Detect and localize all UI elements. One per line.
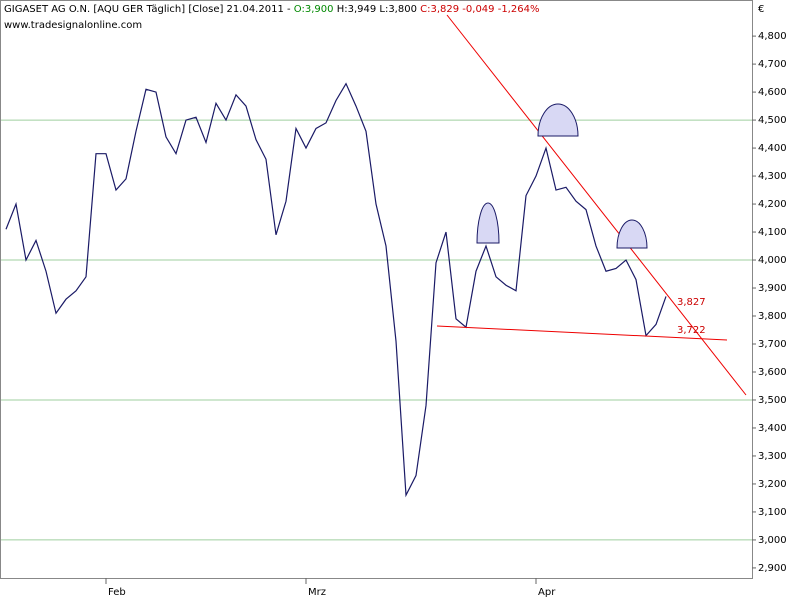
annotation-label: 3,827 <box>677 297 706 308</box>
y-tick-label: 4,600 <box>758 87 787 98</box>
plot-frame <box>0 0 753 579</box>
y-tick-label: 4,500 <box>758 115 787 126</box>
quote-close: C:3,829 -0,049 -1,264% <box>420 4 539 15</box>
y-tick-label: 3,200 <box>758 479 787 490</box>
annotation-label: 3,722 <box>677 325 706 336</box>
y-tick-label: 3,400 <box>758 423 787 434</box>
price-line <box>5 82 667 498</box>
y-tick-label: 4,800 <box>758 31 787 42</box>
y-tick-label: 3,700 <box>758 339 787 350</box>
head-shoulder-arc <box>537 103 579 137</box>
x-tick-label: Feb <box>108 587 126 598</box>
y-tick-label: 4,000 <box>758 255 787 266</box>
y-tick-label: 3,500 <box>758 395 787 406</box>
y-tick-label: 3,000 <box>758 535 787 546</box>
quote-high-low: H:3,949 L:3,800 <box>337 4 417 15</box>
y-tick-label: 4,400 <box>758 143 787 154</box>
head-shoulder-arc <box>616 219 648 249</box>
y-tick-label: 3,300 <box>758 451 787 462</box>
resistance-trendline <box>446 14 747 396</box>
y-tick-label: 3,900 <box>758 283 787 294</box>
title: GIGASET AG O.N. [AQU GER Täglich] [Close… <box>4 4 291 15</box>
watermark: www.tradesignalonline.com <box>4 20 142 31</box>
chart-title: GIGASET AG O.N. [AQU GER Täglich] [Close… <box>4 4 539 15</box>
y-tick-label: 3,800 <box>758 311 787 322</box>
x-tick-label: Mrz <box>308 587 326 598</box>
y-tick-label: 4,300 <box>758 171 787 182</box>
y-tick-label: 2,900 <box>758 563 787 574</box>
head-shoulder-arc <box>476 202 500 244</box>
y-tick-label: 4,100 <box>758 227 787 238</box>
y-tick-label: 3,600 <box>758 367 787 378</box>
y-tick-label: 4,200 <box>758 199 787 210</box>
quote-open: O:3,900 <box>294 4 334 15</box>
y-tick-label: 3,100 <box>758 507 787 518</box>
x-tick-label: Apr <box>538 587 556 598</box>
currency: € <box>758 4 764 15</box>
support-trendline <box>436 325 728 341</box>
y-tick-label: 4,700 <box>758 59 787 70</box>
